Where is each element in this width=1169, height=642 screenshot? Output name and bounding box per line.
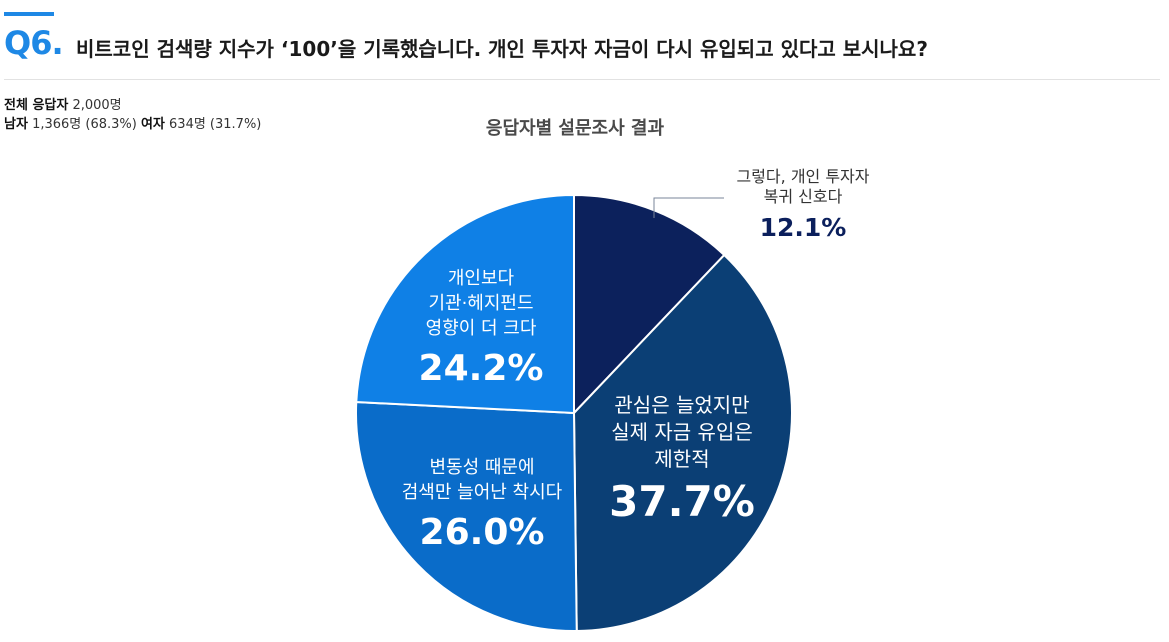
slice-label: 변동성 때문에 xyxy=(429,457,534,478)
respondent-total-value: 2,000명 xyxy=(72,98,122,113)
divider xyxy=(4,79,1160,80)
slice-label: 제한적 xyxy=(654,447,709,471)
slice-label: 복귀 신호다 xyxy=(764,187,843,206)
slice-label: 검색만 늘어난 착시다 xyxy=(402,482,563,503)
slice-label: 기관·헤지펀드 xyxy=(428,293,533,314)
respondent-gender-row: 남자 1,366명 (68.3%) 여자 634명 (31.7%) xyxy=(4,115,261,134)
respondent-female-label: 여자 xyxy=(140,117,165,132)
accent-bar xyxy=(4,12,54,16)
respondent-female-value: 634명 (31.7%) xyxy=(169,117,262,132)
slice-value-label: 24.2% xyxy=(419,348,544,389)
respondent-info: 전체 응답자 2,000명 남자 1,366명 (68.3%) 여자 634명 … xyxy=(4,96,261,134)
slice-value-label: 26.0% xyxy=(420,512,545,553)
slice-value-label: 12.1% xyxy=(760,213,847,242)
leader-line xyxy=(653,197,724,218)
pie-slice xyxy=(355,400,578,632)
slice-label: 개인보다 xyxy=(448,268,515,289)
respondent-male-value: 1,366명 (68.3%) xyxy=(32,117,137,132)
slice-label: 관심은 늘었지만 xyxy=(614,393,749,417)
respondent-male-label: 남자 xyxy=(4,117,28,132)
question-number: Q6. xyxy=(4,24,64,62)
slice-value-label: 37.7% xyxy=(609,477,755,526)
slice-label: 실제 자금 유입은 xyxy=(611,420,753,444)
slice-label: 영향이 더 크다 xyxy=(426,318,537,339)
respondent-total-label: 전체 응답자 xyxy=(4,98,69,113)
chart-title: 응답자별 설문조사 결과 xyxy=(485,118,665,139)
slice-label: 그렇다, 개인 투자자 xyxy=(736,167,869,186)
pie-slice xyxy=(355,193,575,415)
respondent-total-row: 전체 응답자 2,000명 xyxy=(4,96,261,115)
question-text: 비트코인 검색량 지수가 ‘100’을 기록했습니다. 개인 투자자 자금이 다… xyxy=(76,37,928,61)
pie-slice xyxy=(573,193,726,416)
pie-slice xyxy=(572,253,793,632)
